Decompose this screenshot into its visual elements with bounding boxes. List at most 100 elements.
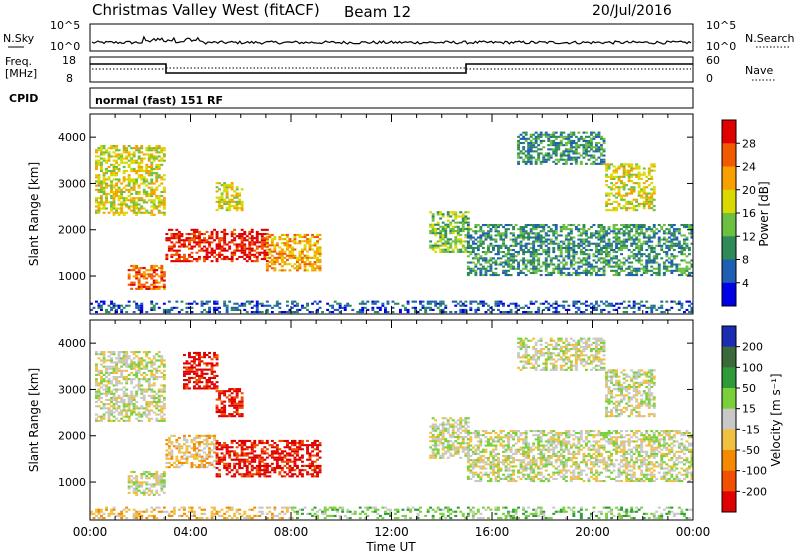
data-cell — [273, 258, 277, 261]
data-cell — [306, 233, 309, 236]
data-cell — [313, 267, 317, 270]
data-cell — [150, 302, 154, 305]
data-cell — [150, 275, 154, 278]
data-cell — [175, 445, 179, 448]
data-cell — [605, 242, 608, 245]
data-cell — [135, 211, 139, 214]
data-cell — [456, 240, 460, 243]
data-cell — [203, 233, 206, 236]
data-cell — [235, 188, 239, 191]
data-cell — [140, 285, 144, 288]
data-cell — [140, 384, 144, 387]
data-cell — [579, 135, 583, 138]
data-cell — [554, 144, 558, 147]
data-cell — [160, 388, 164, 391]
data-cell — [607, 167, 611, 170]
data-cell — [587, 263, 591, 266]
data-cell — [615, 257, 618, 260]
power-data-cells — [90, 131, 694, 314]
data-cell — [587, 240, 591, 243]
data-cell — [180, 260, 184, 263]
data-cell — [95, 382, 98, 385]
data-cell — [331, 311, 335, 314]
data-cell — [288, 308, 292, 311]
data-cell — [152, 182, 156, 185]
data-cell — [532, 228, 536, 231]
data-cell — [135, 413, 139, 416]
data-cell — [469, 261, 473, 264]
data-cell — [145, 170, 149, 173]
data-cell — [203, 466, 206, 469]
data-cell — [240, 205, 244, 208]
data-cell — [265, 251, 269, 254]
data-cell — [577, 265, 581, 268]
data-cell — [471, 236, 475, 239]
data-cell — [547, 308, 551, 311]
data-cell — [504, 261, 508, 264]
data-cell — [235, 245, 239, 248]
data-cell — [296, 267, 299, 270]
data-cell — [449, 232, 453, 235]
data-cell — [110, 365, 113, 368]
data-cell — [622, 306, 626, 309]
data-cell — [620, 163, 623, 166]
data-cell — [100, 182, 103, 185]
data-cell — [537, 259, 541, 262]
data-cell — [630, 306, 634, 309]
data-cell — [652, 198, 656, 201]
data-cell — [107, 159, 111, 162]
data-cell — [670, 271, 674, 274]
data-cell — [622, 224, 626, 227]
data-cell — [127, 491, 131, 494]
data-cell — [130, 197, 134, 200]
data-cell — [534, 271, 538, 274]
data-cell — [504, 234, 508, 237]
data-cell — [97, 405, 101, 408]
data-cell — [137, 209, 141, 212]
data-cell — [617, 259, 621, 262]
data-cell — [620, 265, 623, 268]
data-cell — [461, 223, 465, 226]
data-cell — [177, 445, 181, 448]
data-cell — [572, 131, 576, 134]
data-cell — [610, 246, 613, 249]
data-cell — [243, 475, 247, 478]
data-cell — [617, 274, 621, 277]
data-cell — [647, 167, 651, 170]
data-cell — [265, 263, 269, 266]
data-cell — [690, 236, 694, 239]
data-cell — [145, 353, 149, 356]
data-cell — [567, 152, 571, 155]
data-cell — [562, 306, 566, 309]
data-cell — [665, 240, 669, 243]
data-cell — [537, 240, 541, 243]
data-cell — [647, 207, 651, 210]
data-cell — [183, 443, 186, 446]
data-cell — [135, 407, 139, 410]
data-cell — [567, 274, 571, 277]
data-cell — [544, 152, 548, 155]
data-cell — [122, 355, 126, 358]
data-cell — [630, 230, 634, 233]
data-cell — [667, 257, 671, 260]
data-cell — [150, 269, 154, 272]
data-cell — [645, 269, 649, 272]
data-cell — [162, 287, 166, 290]
data-cell — [451, 250, 455, 253]
data-cell — [188, 241, 191, 244]
data-cell — [394, 302, 397, 305]
data-cell — [233, 237, 237, 240]
data-cell — [635, 224, 639, 227]
data-cell — [228, 471, 232, 474]
data-cell — [627, 224, 631, 227]
data-cell — [145, 351, 149, 354]
data-cell — [414, 311, 417, 314]
data-cell — [642, 167, 646, 170]
data-cell — [253, 473, 257, 476]
y-tick-label: 4000 — [58, 131, 86, 144]
data-cell — [130, 201, 134, 204]
data-cell — [311, 244, 314, 247]
data-cell — [155, 165, 159, 168]
data-cell — [677, 232, 681, 235]
data-cell — [180, 235, 184, 238]
